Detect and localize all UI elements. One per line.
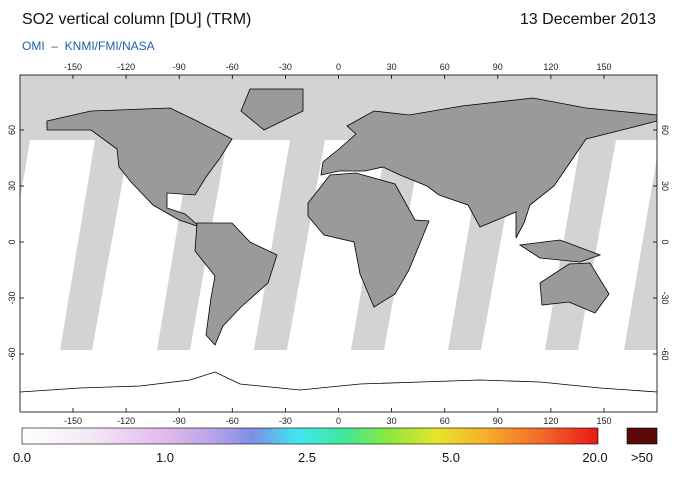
- lon-tick-label: 30: [387, 62, 397, 72]
- source: OMI – KNMI/FMI/NASA: [22, 39, 155, 53]
- lat-tick-label: -30: [7, 292, 17, 305]
- colorbar-label: 1.0: [156, 450, 174, 465]
- lat-tick-label: 30: [7, 181, 17, 191]
- lon-tick-label: 60: [440, 416, 450, 426]
- lat-tick-label: -30: [660, 292, 670, 305]
- lat-tick-label: 60: [660, 125, 670, 135]
- colorbar-label: 20.0: [582, 450, 607, 465]
- colorbar: [21, 427, 599, 445]
- map-body: [20, 75, 657, 412]
- lat-tick-label: -60: [7, 348, 17, 361]
- colorbar-label: 0.0: [13, 450, 31, 465]
- lon-tick-label: -30: [279, 62, 292, 72]
- lon-tick-label: 0: [336, 416, 341, 426]
- lon-tick-label: 90: [493, 416, 503, 426]
- ticks: -150 -150 -120 -120 -90 -90 -60 -60 -30 -30 0 0 30 30…: [7, 62, 670, 426]
- lat-tick-label: 0: [660, 239, 670, 244]
- lon-tick-label: 120: [543, 62, 558, 72]
- lon-tick-label: 60: [440, 62, 450, 72]
- lon-tick-label: -150: [64, 416, 82, 426]
- lon-tick-label: -90: [173, 416, 186, 426]
- date: 13 December 2013: [520, 11, 656, 28]
- colorbar-overflow: [626, 427, 658, 445]
- lon-tick-label: 90: [493, 62, 503, 72]
- lat-tick-label: -60: [660, 348, 670, 361]
- lon-tick-label: 150: [596, 416, 611, 426]
- colorbar-label: 2.5: [298, 450, 316, 465]
- lat-tick-label: 30: [660, 181, 670, 191]
- colorbar-label: 5.0: [442, 450, 460, 465]
- lat-tick-label: 0: [7, 239, 17, 244]
- lat-tick-label: 60: [7, 125, 17, 135]
- lon-tick-label: -150: [64, 62, 82, 72]
- lon-tick-label: 150: [596, 62, 611, 72]
- colorbar-overflow-label: >50: [631, 450, 653, 465]
- lon-tick-label: 0: [336, 62, 341, 72]
- lon-tick-label: 30: [387, 416, 397, 426]
- antarctica-coast: [20, 371, 657, 393]
- lon-tick-label: -120: [117, 416, 135, 426]
- lon-tick-label: -30: [279, 416, 292, 426]
- lon-tick-label: -90: [173, 62, 186, 72]
- lon-tick-label: -60: [226, 62, 239, 72]
- lon-tick-label: -120: [117, 62, 135, 72]
- title: SO2 vertical column [DU] (TRM): [22, 11, 251, 28]
- land: [46, 88, 657, 346]
- lon-tick-label: 120: [543, 416, 558, 426]
- lon-tick-label: -60: [226, 416, 239, 426]
